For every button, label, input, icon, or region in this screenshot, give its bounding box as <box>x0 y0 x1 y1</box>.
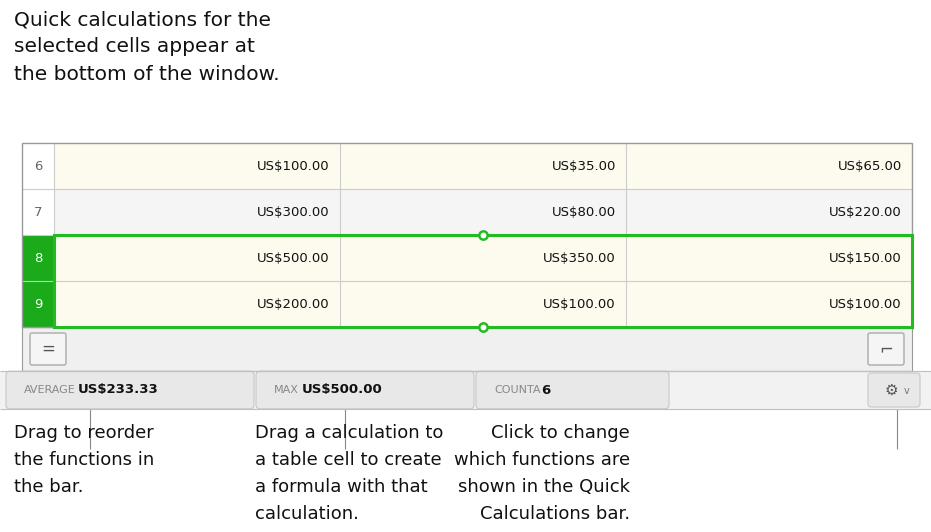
Text: 8: 8 <box>34 252 42 264</box>
Text: US$100.00: US$100.00 <box>544 297 616 311</box>
Text: Click to change
which functions are
shown in the Quick
Calculations bar.: Click to change which functions are show… <box>454 424 630 523</box>
Text: US$80.00: US$80.00 <box>552 205 616 219</box>
FancyBboxPatch shape <box>868 373 920 407</box>
Text: US$220.00: US$220.00 <box>830 205 902 219</box>
FancyBboxPatch shape <box>476 371 669 409</box>
Text: ⚙: ⚙ <box>884 383 897 397</box>
Bar <box>0 371 931 409</box>
Text: 7: 7 <box>34 205 42 219</box>
Text: =: = <box>41 340 55 358</box>
Text: US$350.00: US$350.00 <box>544 252 616 264</box>
FancyBboxPatch shape <box>6 371 254 409</box>
Bar <box>22 143 912 327</box>
Text: US$200.00: US$200.00 <box>257 297 330 311</box>
Text: US$100.00: US$100.00 <box>830 297 902 311</box>
Bar <box>54 235 912 281</box>
Bar <box>22 189 54 235</box>
FancyBboxPatch shape <box>256 371 474 409</box>
Text: v: v <box>904 386 910 396</box>
FancyBboxPatch shape <box>868 333 904 365</box>
Text: ⌐: ⌐ <box>879 340 893 358</box>
Text: US$35.00: US$35.00 <box>552 160 616 172</box>
Bar <box>54 189 912 235</box>
Bar <box>54 143 912 189</box>
Bar <box>22 143 54 189</box>
Text: Drag a calculation to
a table cell to create
a formula with that
calculation.: Drag a calculation to a table cell to cr… <box>255 424 443 523</box>
Text: COUNTA: COUNTA <box>494 385 541 395</box>
Text: MAX: MAX <box>274 385 299 395</box>
Text: AVERAGE: AVERAGE <box>24 385 75 395</box>
Text: US$500.00: US$500.00 <box>302 384 383 396</box>
Text: US$65.00: US$65.00 <box>838 160 902 172</box>
Text: US$500.00: US$500.00 <box>257 252 330 264</box>
Bar <box>22 281 54 327</box>
Text: US$233.33: US$233.33 <box>77 384 158 396</box>
Text: US$150.00: US$150.00 <box>830 252 902 264</box>
Text: 6: 6 <box>541 384 550 396</box>
Text: Quick calculations for the
selected cells appear at
the bottom of the window.: Quick calculations for the selected cell… <box>14 10 279 84</box>
FancyBboxPatch shape <box>30 333 66 365</box>
Text: 9: 9 <box>34 297 42 311</box>
Text: US$100.00: US$100.00 <box>257 160 330 172</box>
Text: Drag to reorder
the functions in
the bar.: Drag to reorder the functions in the bar… <box>14 424 155 496</box>
Bar <box>54 281 912 327</box>
Bar <box>22 235 54 281</box>
Text: 6: 6 <box>34 160 42 172</box>
Bar <box>22 327 912 371</box>
Bar <box>22 143 912 327</box>
Text: US$300.00: US$300.00 <box>257 205 330 219</box>
Bar <box>54 235 912 327</box>
